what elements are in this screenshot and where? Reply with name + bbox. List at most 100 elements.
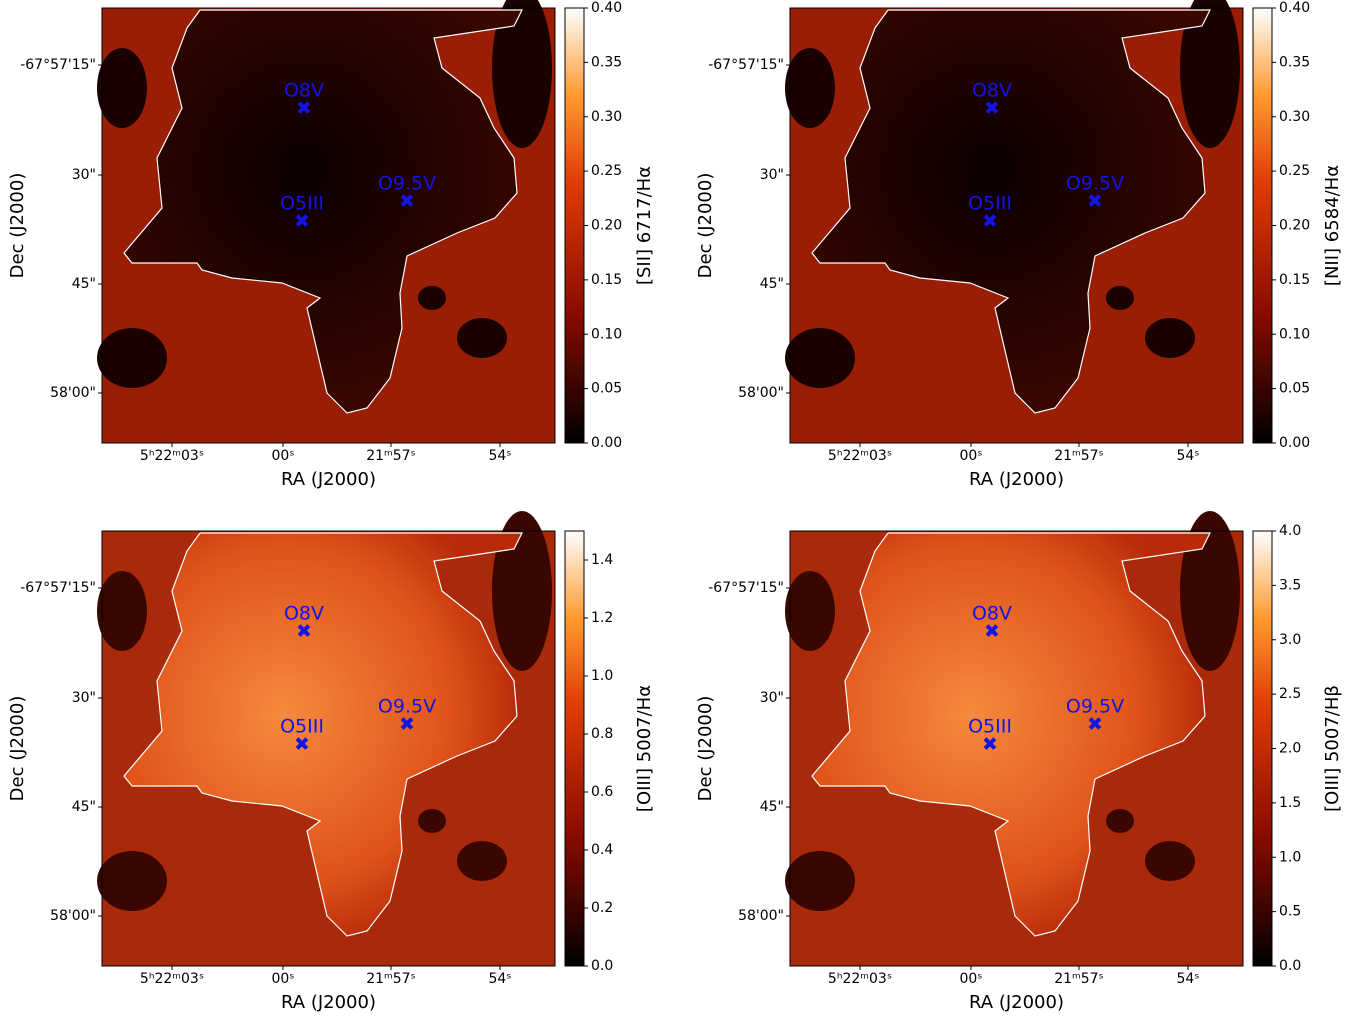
y-tick-label: 45" [760,799,784,815]
colorbar-tick-label: 0.30 [1279,109,1310,125]
colorbar-tick-label: 0.0 [591,958,613,974]
colorbar-tick-label: 1.0 [591,668,613,684]
y-axis-label: Dec (J2000) [695,696,716,802]
map-blob [97,48,147,128]
star-marker: ✖ [1087,191,1103,213]
colorbar-tick-label: 2.0 [1279,741,1301,757]
colorbar-tick-label: 0.35 [1279,54,1310,70]
colorbar [1252,7,1273,444]
star-label: O8V [972,80,1012,102]
x-tick-label: 00ˢ [959,971,982,987]
colorbar-tick-label: 0.30 [591,109,622,125]
star-marker: ✖ [1087,714,1103,736]
map-blob [97,851,167,911]
x-tick-label: 54ˢ [1176,971,1199,987]
map-blob [785,328,855,388]
map-blob [97,571,147,651]
map-blob [418,809,446,833]
colorbar-tick-label: 0.40 [1279,0,1310,16]
colorbar-tick-label: 1.4 [591,552,613,568]
x-tick-label: 5ʰ22ᵐ03ˢ [828,448,892,464]
colorbar-tick-label: 0.25 [1279,163,1310,179]
star-marker: ✖ [296,621,312,643]
y-tick-label: -67°57'15" [20,57,96,73]
contour [123,9,523,414]
y-tick-label: -67°57'15" [20,580,96,596]
map-blob [492,0,552,148]
star-marker: ✖ [984,621,1000,643]
x-tick-label: 5ʰ22ᵐ03ˢ [140,971,204,987]
star-label: O5III [280,716,324,738]
y-tick-label: 30" [760,167,784,183]
x-tick-label: 54ˢ [488,971,511,987]
y-tick-label: 58'00" [738,908,784,924]
colorbar-tick-label: 0.6 [591,784,613,800]
map-blob [1145,841,1195,881]
x-tick-label: 54ˢ [1176,448,1199,464]
colorbar-tick-label: 0.20 [591,218,622,234]
colorbar-tick-label: 0.05 [1279,381,1310,397]
colorbar-tick-label: 1.5 [1279,795,1301,811]
map-blob [1106,286,1134,310]
y-tick-label: -67°57'15" [708,57,784,73]
colorbar-tick-label: 3.5 [1279,577,1301,593]
contour [811,532,1211,937]
colorbar [1252,530,1273,967]
star-marker: ✖ [399,714,415,736]
star-marker: ✖ [399,191,415,213]
x-axis-label: RA (J2000) [281,992,376,1013]
x-axis-label: RA (J2000) [281,469,376,490]
map-blob [785,571,835,651]
y-tick-label: 30" [72,690,96,706]
colorbar-tick-label: 0.15 [1279,272,1310,288]
x-tick-label: 00ˢ [271,448,294,464]
frame [101,530,556,967]
colorbar-tick-label: 0.2 [591,900,613,916]
star-label: O9.5V [1066,173,1124,195]
y-axis-label: Dec (J2000) [7,696,28,802]
contour [811,9,1211,414]
colorbar-tick-label: 4.0 [1279,523,1301,539]
star-marker: ✖ [984,98,1000,120]
colorbar-tick-label: 0.25 [591,163,622,179]
y-tick-label: 45" [72,799,96,815]
x-tick-label: 00ˢ [271,971,294,987]
map-blob [492,511,552,671]
colorbar-tick-label: 0.8 [591,726,613,742]
panel: ✖O8V✖O9.5V✖O5III-67°57'15"30"45"58'00"5ʰ… [7,511,655,1013]
y-tick-label: 45" [760,276,784,292]
colorbar-tick-label: 0.4 [591,842,613,858]
map-blob [418,286,446,310]
colorbar-tick-label: 0.0 [1279,958,1301,974]
frame [789,530,1244,967]
frame [789,7,1244,444]
x-tick-label: 5ʰ22ᵐ03ˢ [828,971,892,987]
colorbar-tick-label: 0.20 [1279,218,1310,234]
star-marker: ✖ [982,211,998,233]
y-tick-label: 58'00" [50,385,96,401]
panel: ✖O8V✖O9.5V✖O5III-67°57'15"30"45"58'00"5ʰ… [695,511,1343,1013]
star-label: O8V [284,603,324,625]
colorbar-tick-label: 2.5 [1279,686,1301,702]
colorbar [564,7,585,444]
colorbar-tick-label: 1.0 [1279,849,1301,865]
star-marker: ✖ [296,98,312,120]
map-blob [785,851,855,911]
x-axis-label: RA (J2000) [969,469,1064,490]
star-label: O8V [972,603,1012,625]
colorbar-tick-label: 0.00 [1279,435,1310,451]
colorbar-tick-label: 0.10 [1279,326,1310,342]
colorbar-tick-label: 0.5 [1279,904,1301,920]
y-tick-label: 58'00" [50,908,96,924]
map-blob [457,318,507,358]
colorbar-tick-label: 3.0 [1279,632,1301,648]
star-label: O9.5V [1066,696,1124,718]
map-blob [1180,0,1240,148]
star-label: O5III [968,716,1012,738]
map-blob [97,328,167,388]
star-label: O5III [968,193,1012,215]
panel: ✖O8V✖O9.5V✖O5III-67°57'15"30"45"58'00"5ʰ… [695,0,1343,490]
x-tick-label: 21ᵐ57ˢ [1054,448,1104,464]
y-tick-label: 30" [760,690,784,706]
